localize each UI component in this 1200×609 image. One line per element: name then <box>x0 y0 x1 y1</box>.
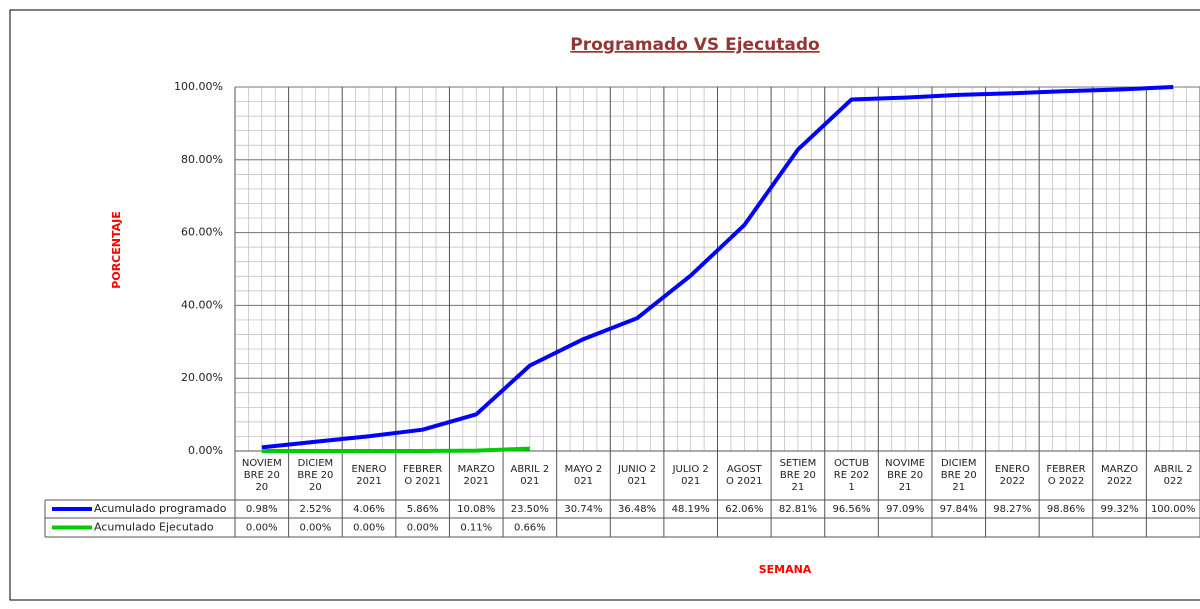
x-tick-wrap: DICIEMBRE 2020 <box>297 457 334 493</box>
x-tick-wrap: ENERO 2021 <box>351 463 387 487</box>
legend-label: Acumulado Ejecutado <box>94 521 214 534</box>
x-tick-label: MARZO 2022 <box>1101 463 1139 487</box>
x-tick-label: NOVIMEBRE 2021 <box>885 457 926 493</box>
x-tick-wrap: AGOSTO 2021 <box>726 463 763 487</box>
value-label: 10.08% <box>457 504 495 515</box>
x-tick-label: MARZO 2021 <box>457 463 495 487</box>
x-tick-wrap: JULIO 2021 <box>672 463 709 487</box>
value-label: 98.27% <box>993 504 1031 515</box>
x-tick-label: NOVIEMBRE 2020 <box>241 457 282 493</box>
x-tick-wrap: OCTUBRE 2021 <box>833 457 870 493</box>
value-label: 48.19% <box>672 504 710 515</box>
y-tick-label: 80.00% <box>181 153 223 166</box>
x-tick-wrap: FEBRERO 2022 <box>1046 463 1086 487</box>
x-tick-label: ABRIL 2022 <box>1153 463 1193 487</box>
value-label: 2.52% <box>300 504 332 515</box>
x-tick-wrap: NOVIMEBRE 2021 <box>885 457 926 493</box>
chart-title: Programado VS Ejecutado <box>570 35 819 55</box>
x-tick-wrap: JUNIO 2021 <box>618 463 657 487</box>
legend-label: Acumulado programado <box>94 502 227 515</box>
x-tick-label: JUNIO 2021 <box>618 463 657 487</box>
value-label: 0.66% <box>514 523 546 534</box>
x-tick-wrap: MARZO 2022 <box>1101 463 1139 487</box>
series-line <box>261 446 530 453</box>
value-label: 100.00% <box>1151 504 1196 515</box>
y-axis-title: PORCENTAJE <box>110 211 123 288</box>
y-tick-label: 100.00% <box>174 80 223 93</box>
x-axis-title: SEMANA <box>759 563 812 576</box>
x-tick-wrap: MAYO 2021 <box>564 463 603 487</box>
y-tick-label: 40.00% <box>181 298 223 311</box>
x-tick-wrap: FEBRERO 2021 <box>403 463 443 487</box>
value-label: 0.11% <box>460 523 492 534</box>
y-tick-label: 20.00% <box>181 371 223 384</box>
x-tick-wrap: MARZO 2021 <box>457 463 495 487</box>
value-label: 30.74% <box>564 504 602 515</box>
value-label: 97.09% <box>886 504 924 515</box>
value-label: 36.48% <box>618 504 656 515</box>
x-tick-wrap: ENERO 2022 <box>994 463 1030 487</box>
value-label: 97.84% <box>940 504 978 515</box>
x-tick-wrap: ABRIL 2021 <box>510 463 550 487</box>
x-tick-label: ENERO 2021 <box>351 463 387 487</box>
value-label: 0.00% <box>407 523 439 534</box>
y-tick-label: 60.00% <box>181 226 223 239</box>
x-tick-label: AGOSTO 2021 <box>726 463 763 487</box>
x-tick-label: JULIO 2021 <box>672 463 709 487</box>
value-label: 5.86% <box>407 504 439 515</box>
x-tick-label: ABRIL 2021 <box>510 463 550 487</box>
x-tick-label: DICIEMBRE 2021 <box>940 457 977 493</box>
value-label: 96.56% <box>832 504 870 515</box>
value-label: 0.98% <box>246 504 278 515</box>
x-tick-label: OCTUBRE 2021 <box>833 457 870 493</box>
y-tick-label: 0.00% <box>188 444 223 457</box>
x-tick-wrap: ABRIL 2022 <box>1153 463 1193 487</box>
value-label: 0.00% <box>246 523 278 534</box>
x-tick-label: SETIEMBRE 2021 <box>779 457 817 493</box>
x-tick-label: ENERO 2022 <box>994 463 1030 487</box>
value-label: 23.50% <box>511 504 549 515</box>
value-label: 98.86% <box>1047 504 1085 515</box>
value-label: 62.06% <box>725 504 763 515</box>
x-tick-wrap: SETIEMBRE 2021 <box>779 457 817 493</box>
value-label: 99.32% <box>1101 504 1139 515</box>
value-label: 82.81% <box>779 504 817 515</box>
x-tick-label: FEBRERO 2022 <box>1046 463 1086 487</box>
x-tick-label: FEBRERO 2021 <box>403 463 443 487</box>
value-label: 0.00% <box>353 523 385 534</box>
x-tick-wrap: DICIEMBRE 2021 <box>940 457 977 493</box>
value-label: 0.00% <box>300 523 332 534</box>
series-line <box>261 85 1174 450</box>
x-tick-wrap: NOVIEMBRE 2020 <box>241 457 282 493</box>
x-tick-label: DICIEMBRE 2020 <box>297 457 334 493</box>
x-tick-label: MAYO 2021 <box>564 463 603 487</box>
value-label: 4.06% <box>353 504 385 515</box>
